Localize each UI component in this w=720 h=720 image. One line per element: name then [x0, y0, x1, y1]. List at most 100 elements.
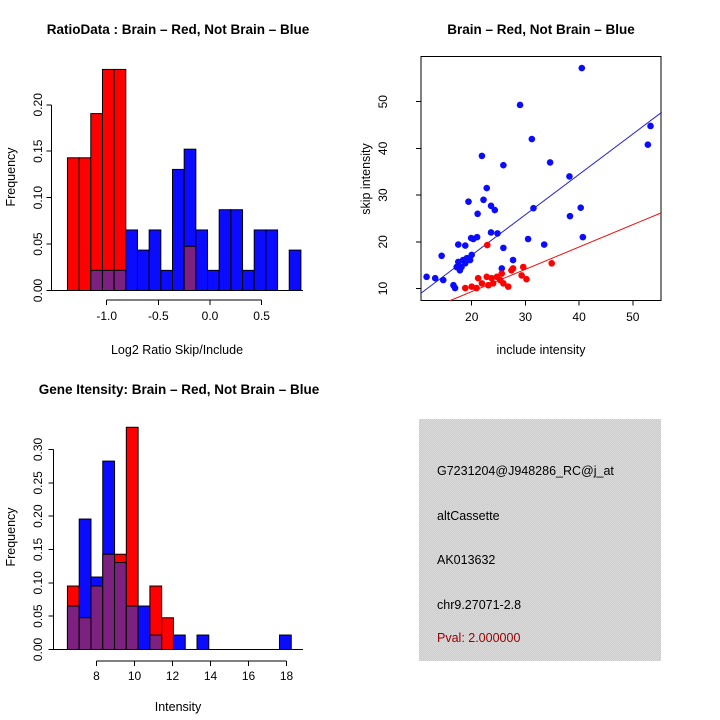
y-tick-label: 50 — [376, 95, 390, 109]
y-tick-label: 0.15 — [31, 139, 45, 163]
hist-bar-blue — [207, 269, 220, 292]
scatter-point-blue — [579, 233, 587, 241]
y-tick-label: 0.25 — [31, 471, 45, 495]
ratio-histogram-title: RatioData : Brain – Red, Not Brain – Blu… — [47, 22, 310, 37]
scatter-point-blue — [644, 141, 652, 148]
hist-bar-overlap — [149, 634, 163, 650]
hist-bar-blue — [278, 634, 292, 650]
scatter-point-blue — [500, 244, 507, 252]
y-tick-label: 0.00 — [31, 637, 45, 661]
scatter-point-red — [500, 280, 507, 287]
hist-bar-blue — [160, 269, 174, 292]
y-tick-label: 0.00 — [31, 278, 45, 302]
ratio-histogram-xlabel: Log2 Ratio Skip/Include — [111, 343, 243, 357]
gene-histogram-title: Gene Itensity: Brain – Red, Not Brain – … — [39, 382, 320, 397]
x-tick-label: 12 — [166, 669, 180, 683]
hist-bar-overlap — [125, 605, 139, 651]
gene-histogram-xlabel: Intensity — [155, 700, 202, 714]
hist-bar-overlap — [66, 605, 80, 651]
scatter-point-blue — [468, 251, 476, 259]
hist-bar-blue — [265, 229, 279, 292]
ratio-histogram-panel: RatioData : Brain – Red, Not Brain – Blu… — [4, 22, 310, 357]
hist-bar-blue — [137, 605, 151, 651]
scatter-point-blue — [566, 212, 574, 220]
scatter-point-blue — [478, 152, 486, 160]
scatter-point-blue — [577, 204, 585, 212]
y-tick-label: 20 — [376, 235, 390, 249]
hist-bar-overlap — [102, 553, 116, 651]
trend-line — [449, 212, 662, 302]
scatter-point-red — [478, 280, 486, 287]
scatter-point-red — [509, 265, 517, 272]
hist-bar-red — [161, 617, 174, 650]
hist-bar-overlap — [90, 585, 104, 650]
scatter-point-red — [483, 241, 491, 249]
scatter-point-red — [498, 270, 506, 277]
x-tick-label: 20 — [465, 310, 479, 324]
scatter-point-blue — [454, 241, 462, 248]
gene-histogram-ylabel: Frequency — [4, 507, 18, 567]
y-tick-label: 0.05 — [31, 232, 45, 256]
hist-bar-red — [66, 157, 80, 291]
hist-bar-blue — [242, 269, 255, 292]
info-accession: AK013632 — [437, 553, 496, 567]
scatter-point-blue — [431, 274, 439, 282]
scatter-point-red — [461, 284, 469, 292]
x-tick-label: 16 — [242, 669, 256, 683]
hist-bar-overlap — [183, 245, 197, 292]
y-tick-label: 0.15 — [31, 537, 45, 561]
y-tick-label: 0.05 — [31, 604, 45, 628]
x-tick-label: 50 — [626, 310, 640, 324]
hist-bar-red — [101, 68, 115, 291]
scatter-point-blue — [461, 259, 469, 267]
hist-bar-blue — [253, 229, 267, 292]
scatter-point-blue — [474, 210, 481, 218]
scatter-point-red — [489, 280, 497, 287]
x-tick-label: 30 — [519, 310, 533, 324]
y-tick-label: 0.10 — [31, 571, 45, 595]
hist-bar-blue — [148, 229, 162, 292]
scatter-point-blue — [491, 206, 499, 214]
hist-bar-blue — [218, 209, 232, 292]
scatter-point-blue — [530, 204, 537, 212]
x-tick-label: 14 — [204, 669, 218, 683]
scatter-point-blue — [494, 230, 501, 237]
scatter-point-blue — [480, 196, 487, 204]
hist-bar-blue — [288, 249, 302, 291]
x-tick-label: -1.0 — [96, 309, 117, 323]
scatter-point-blue — [647, 122, 654, 130]
scatter-point-red — [473, 284, 480, 292]
hist-bar-blue — [125, 229, 138, 292]
info-splice-type: altCassette — [437, 509, 500, 523]
hist-bar-overlap — [90, 269, 103, 292]
scatter-point-blue — [466, 256, 474, 264]
scatter-title: Brain – Red, Not Brain – Blue — [447, 22, 635, 37]
scatter-panel: Brain – Red, Not Brain – Blue include in… — [359, 22, 663, 357]
x-tick-label: -0.5 — [148, 309, 169, 323]
x-tick-label: 10 — [128, 669, 142, 683]
scatter-point-blue — [516, 101, 524, 109]
hist-bar-blue — [230, 209, 244, 292]
scatter-point-blue — [509, 256, 517, 264]
scatter-xlabel: include intensity — [497, 343, 587, 357]
info-box: G7231204@J948286_RC@j_at altCassette AK0… — [419, 419, 661, 661]
info-pval: Pval: 2.000000 — [437, 631, 521, 645]
y-tick-label: 40 — [376, 141, 390, 155]
scatter-point-blue — [546, 159, 554, 166]
y-tick-label: 0.20 — [31, 504, 45, 528]
scatter-point-red — [474, 274, 482, 282]
x-tick-label: 40 — [572, 310, 586, 324]
x-tick-label: 18 — [280, 669, 294, 683]
hist-bar-blue — [196, 634, 210, 650]
scatter-point-blue — [500, 161, 507, 169]
scatter-point-blue — [566, 173, 573, 180]
y-tick-label: 0.30 — [31, 437, 45, 461]
hist-bar-red — [113, 68, 127, 291]
hist-bar-blue — [136, 249, 150, 291]
x-tick-label: 0.0 — [202, 309, 219, 323]
scatter-point-blue — [423, 273, 430, 281]
plot-box — [420, 56, 662, 302]
scatter-point-blue — [528, 135, 536, 143]
